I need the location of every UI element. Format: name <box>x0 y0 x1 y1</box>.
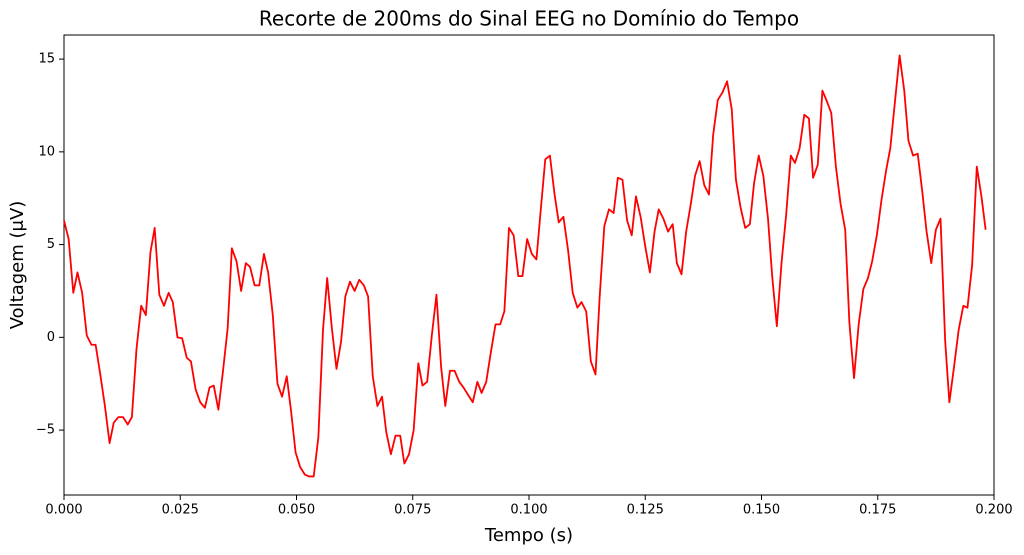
x-axis-label: Tempo (s) <box>484 525 573 546</box>
y-axis-label: Voltagem (μV) <box>7 201 28 330</box>
x-tick-label: 0.075 <box>394 503 431 518</box>
data-line <box>63 54 987 478</box>
x-tick-label: 0.200 <box>975 503 1012 518</box>
y-tick-label: 15 <box>38 52 55 67</box>
x-tick-label: 0.000 <box>45 503 82 518</box>
y-tick-label: 0 <box>47 330 55 345</box>
x-tick-label: 0.175 <box>859 503 896 518</box>
x-tick-label: 0.100 <box>510 503 547 518</box>
x-tick-label: 0.125 <box>627 503 664 518</box>
x-tick-label: 0.025 <box>162 503 199 518</box>
y-tick-label: 10 <box>38 144 55 159</box>
chart-title: Recorte de 200ms do Sinal EEG no Domínio… <box>259 7 799 31</box>
y-tick-label: 5 <box>47 237 55 252</box>
y-tick-label: −5 <box>36 423 55 438</box>
x-tick-label: 0.150 <box>743 503 780 518</box>
x-tick-label: 0.050 <box>278 503 315 518</box>
